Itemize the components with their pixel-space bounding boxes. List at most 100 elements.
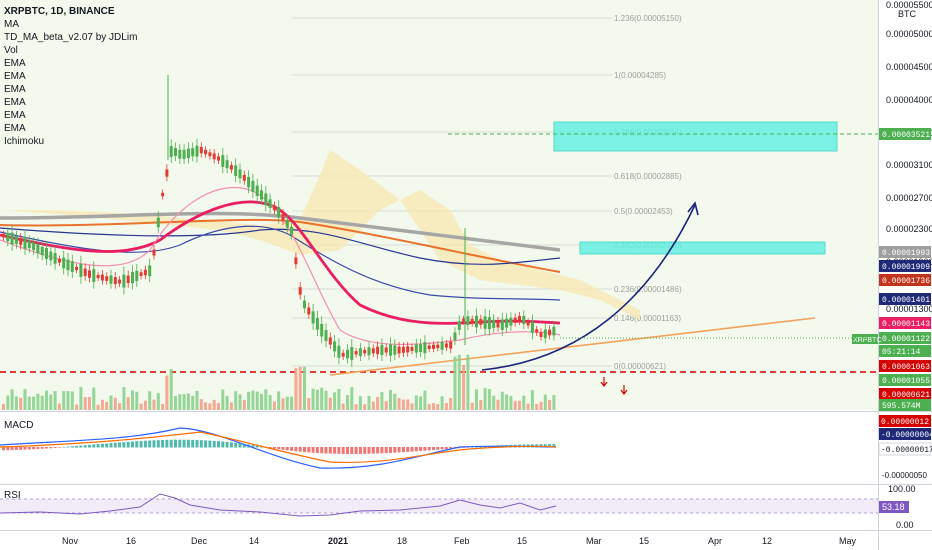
indicator-td-ma[interactable]: TD_MA_beta_v2.07 by JDLim [4,32,138,43]
macd-histogram-bar [6,447,10,451]
macd-histogram-bar [79,445,83,448]
macd-histogram-bar [436,447,440,450]
time-tick: 15 [639,536,649,546]
indicator-ichimoku[interactable]: Ichimoku [4,136,45,147]
indicator-ema-6[interactable]: EMA [4,123,26,134]
candle [122,274,126,288]
macd-histogram-bar [165,439,169,448]
macd-histogram-bar [324,447,328,454]
macd-histogram-bar [174,439,177,448]
macd-histogram-bar [105,443,109,448]
volume-bar [32,396,36,410]
price-tick: 0.00005000 [886,29,932,39]
volume-bar [320,387,324,410]
volume-bar [225,396,229,410]
volume-bar [376,396,380,410]
candle [66,259,70,271]
volume-bar [238,394,242,410]
time-tick: 12 [762,536,772,546]
macd-histogram-bar [122,442,126,448]
candle [10,232,14,245]
time-tick: 18 [397,536,407,546]
volume-bar [401,399,405,410]
volume-bar [341,403,345,410]
indicator-ema-2[interactable]: EMA [4,71,26,82]
indicator-vol[interactable]: Vol [4,45,18,56]
macd-histogram-bar [53,447,57,448]
price-badge [879,360,931,372]
candle [88,270,91,278]
macd-histogram-bar [298,447,302,452]
candle [62,257,66,269]
price-badge-text: 0.00001736 [882,277,930,286]
price-tick: 0.00001300 [886,304,932,314]
candle [432,344,435,349]
macd-histogram-bar [161,439,165,448]
macd-histogram-bar [32,447,36,450]
macd-histogram-bar [548,444,552,448]
volume-bar [186,393,190,410]
macd-histogram-bar [268,447,272,449]
macd-badge [878,442,932,456]
volume-bar [453,356,457,410]
candle [397,346,401,354]
indicator-ema-1[interactable]: EMA [4,58,26,69]
volume-bar [178,394,182,410]
volume-bar [337,388,341,410]
rsi-label[interactable]: RSI [4,490,21,501]
candle [303,300,306,309]
macd-histogram-bar [148,440,152,448]
volume-bar [526,403,530,410]
macd-histogram-bar [393,447,397,453]
macd-histogram-bar [118,442,122,448]
symbol-title[interactable]: XRPBTC, 1D, BINANCE [4,6,115,17]
time-tick: 16 [126,536,136,546]
candle [32,242,36,251]
volume-bar [148,391,152,410]
volume-bar [350,387,354,410]
volume-bar [66,391,70,410]
indicator-ma[interactable]: MA [4,19,19,30]
symbol-flag-text: XRPBTC [853,337,881,344]
candle [414,344,418,353]
candle [500,319,504,330]
price-badge [879,399,931,411]
time-tick: Dec [191,536,208,546]
macd-histogram-bar [406,447,410,452]
volume-bar [264,389,268,410]
candle [174,148,177,156]
macd-histogram-bar [380,447,384,454]
candle [49,251,53,261]
candle [505,318,509,328]
volume-bar [367,395,371,410]
volume-bar [14,396,18,410]
indicator-ema-4[interactable]: EMA [4,97,26,108]
time-tick: Feb [454,536,470,546]
volume-bar [53,391,57,410]
candle [208,152,212,157]
candle [440,342,444,350]
fib-label: 0.5(0.00002453) [614,207,673,216]
macd-label[interactable]: MACD [4,420,34,431]
candle [212,153,216,160]
macd-line [0,427,557,469]
candle [384,347,388,353]
macd-histogram-bar [410,447,414,452]
volume-bar [470,402,474,410]
candle [182,149,186,159]
volume-bar [260,393,263,410]
indicator-ema-3[interactable]: EMA [4,84,26,95]
candle [444,343,448,348]
volume-bar [27,396,31,410]
volume-bar [543,394,547,410]
indicator-ema-5[interactable]: EMA [4,110,26,121]
macd-histogram-bar [475,446,478,448]
macd-histogram-bar [143,440,147,448]
candle [281,213,285,221]
target-box-lower [579,241,826,255]
volume-bar [105,401,109,410]
macd-histogram-bar [45,447,48,449]
currency-label: BTC [898,9,916,19]
macd-histogram-bar [57,447,61,448]
